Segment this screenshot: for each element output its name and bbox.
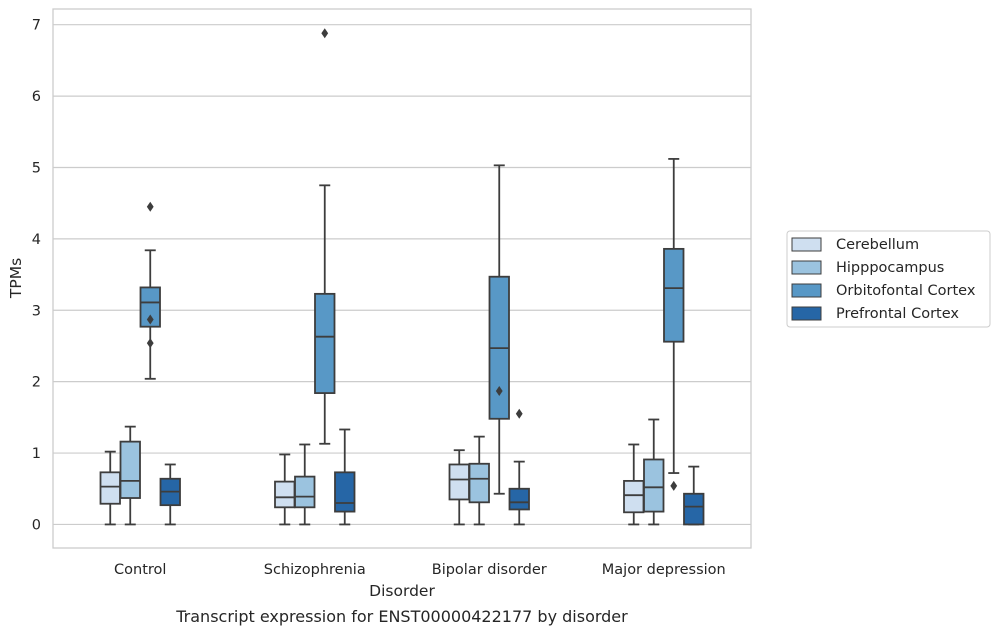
y-tick-label: 6 bbox=[32, 89, 41, 105]
box-body bbox=[623, 479, 645, 514]
outlier-point bbox=[146, 201, 154, 212]
box-body bbox=[314, 292, 336, 394]
outlier-point bbox=[495, 385, 503, 396]
box-body bbox=[99, 471, 121, 505]
outlier-point bbox=[146, 338, 154, 349]
box-prefrontal-cortex bbox=[508, 408, 530, 526]
x-axis: Control Schizophrenia Bipolar disorder Majo… bbox=[114, 562, 726, 578]
legend-swatch bbox=[791, 283, 822, 298]
legend-label: Cerebellum bbox=[836, 237, 919, 253]
legend-label: Hipppocampus bbox=[836, 260, 944, 276]
y-tick-label: 0 bbox=[32, 517, 41, 533]
box-body bbox=[334, 471, 356, 513]
box-cerebellum bbox=[448, 449, 470, 526]
y-axis: 0 1 2 3 4 5 6 7 bbox=[32, 18, 41, 534]
y-tick-label: 3 bbox=[32, 303, 41, 319]
y-axis-label: TPMs bbox=[7, 258, 25, 299]
box-body bbox=[663, 247, 685, 343]
chart-caption: Transcript expression for ENST0000042217… bbox=[175, 607, 628, 626]
box-hipppocampus bbox=[294, 443, 316, 526]
x-tick-label: Control bbox=[114, 562, 166, 578]
x-tick-label: Bipolar disorder bbox=[432, 562, 547, 578]
legend-swatch bbox=[791, 260, 822, 275]
box-prefrontal-cortex bbox=[159, 463, 181, 526]
plot-frame bbox=[52, 8, 752, 549]
boxes bbox=[99, 28, 705, 526]
y-tick-label: 2 bbox=[32, 375, 41, 391]
box-cerebellum bbox=[99, 450, 121, 526]
box-prefrontal-cortex bbox=[683, 465, 705, 526]
box-hipppocampus bbox=[468, 435, 490, 526]
legend: Cerebellum Hipppocampus Orbitofontal Corte… bbox=[786, 230, 991, 328]
legend-label: Prefrontal Cortex bbox=[836, 306, 959, 322]
outlier-point bbox=[146, 314, 154, 325]
legend-label: Orbitofontal Cortex bbox=[836, 283, 976, 299]
box-body bbox=[448, 463, 470, 501]
box-body bbox=[683, 492, 705, 526]
box-body bbox=[294, 475, 316, 509]
box-cerebellum bbox=[623, 443, 645, 526]
box-body bbox=[468, 462, 490, 504]
box-orbitofontal-cortex bbox=[139, 201, 161, 380]
box-prefrontal-cortex bbox=[334, 428, 356, 526]
y-tick-label: 7 bbox=[32, 18, 41, 34]
box-hipppocampus bbox=[643, 418, 665, 526]
box-body bbox=[274, 480, 296, 509]
box-body bbox=[139, 286, 161, 328]
y-tick-label: 5 bbox=[32, 160, 41, 176]
outlier-point bbox=[321, 28, 329, 39]
box-cerebellum bbox=[274, 453, 296, 526]
legend-swatch bbox=[791, 306, 822, 321]
box-body bbox=[508, 487, 530, 511]
box-orbitofontal-cortex bbox=[488, 164, 510, 495]
x-tick-label: Major depression bbox=[602, 562, 726, 578]
grid bbox=[53, 24, 751, 526]
box-hipppocampus bbox=[119, 425, 141, 526]
x-tick-label: Schizophrenia bbox=[264, 562, 366, 578]
box-body bbox=[643, 458, 665, 513]
box-orbitofontal-cortex bbox=[314, 28, 336, 445]
y-tick-label: 1 bbox=[32, 446, 41, 462]
y-tick-label: 4 bbox=[32, 232, 41, 248]
x-axis-label: Disorder bbox=[369, 582, 435, 600]
outlier-point bbox=[515, 408, 523, 419]
box-body bbox=[119, 440, 141, 499]
legend-frame bbox=[786, 230, 991, 328]
legend-swatch bbox=[791, 237, 822, 252]
box-orbitofontal-cortex bbox=[663, 158, 685, 491]
outlier-point bbox=[670, 480, 678, 491]
